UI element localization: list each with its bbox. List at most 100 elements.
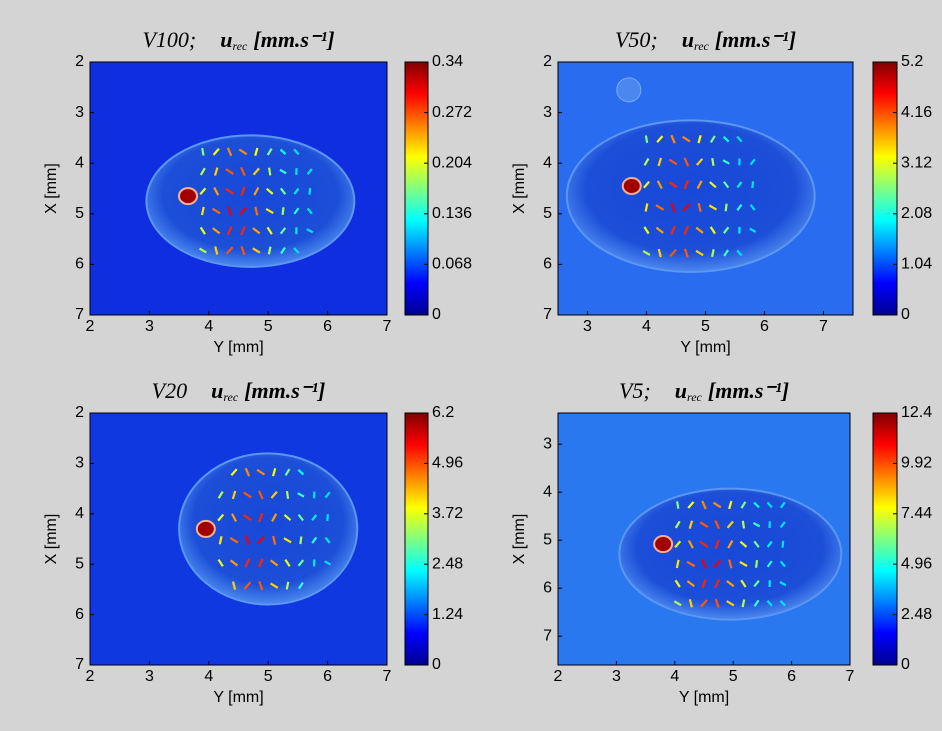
velocity-vector bbox=[780, 501, 786, 509]
velocity-vector bbox=[306, 168, 313, 175]
velocity-vector bbox=[736, 181, 743, 189]
colorbar-tick-label: 4.16 bbox=[901, 104, 932, 121]
quantity-subscript: rec bbox=[694, 39, 710, 53]
x-tick-label: 7 bbox=[383, 318, 392, 335]
colorbar-tick-label: 4.96 bbox=[432, 455, 463, 472]
y-tick-label: 7 bbox=[75, 306, 84, 323]
droplet bbox=[178, 452, 359, 606]
velocity-vector bbox=[711, 248, 715, 258]
x-tick-label: 7 bbox=[819, 318, 828, 335]
x-tick-label: 2 bbox=[86, 668, 95, 685]
velocity-vector bbox=[231, 581, 237, 590]
velocity-vector bbox=[728, 500, 733, 510]
colorbar-tick-label: 6.2 bbox=[432, 404, 454, 421]
velocity-vector bbox=[240, 226, 246, 236]
field-image bbox=[90, 413, 387, 665]
velocity-vector bbox=[699, 540, 709, 548]
y-tick-label: 4 bbox=[543, 483, 552, 500]
velocity-vector bbox=[686, 580, 695, 588]
velocity-vector bbox=[697, 134, 702, 144]
velocity-vector bbox=[751, 181, 755, 189]
velocity-vector bbox=[714, 598, 720, 608]
quantity: u bbox=[682, 27, 694, 52]
velocity-vector bbox=[695, 226, 704, 234]
velocity-vector bbox=[265, 208, 274, 215]
y-tick-label: 5 bbox=[75, 205, 84, 222]
x-tick-label: 7 bbox=[846, 668, 855, 685]
velocity-vector bbox=[686, 560, 696, 568]
velocity-vector bbox=[297, 492, 305, 498]
x-axis-label: Y [mm] bbox=[213, 339, 263, 356]
velocity-vector bbox=[271, 468, 277, 477]
field-image bbox=[558, 413, 850, 665]
velocity-vector bbox=[297, 559, 305, 567]
velocity-vector bbox=[256, 468, 266, 476]
title-label: V20 bbox=[152, 378, 187, 403]
x-tick-label: 2 bbox=[554, 668, 563, 685]
y-tick-label: 2 bbox=[75, 53, 84, 70]
velocity-vector bbox=[766, 501, 773, 509]
velocity-vector bbox=[711, 157, 715, 166]
y-tick-label: 6 bbox=[75, 256, 84, 273]
axes-frame bbox=[89, 412, 388, 666]
velocity-vector bbox=[293, 148, 300, 156]
velocity-vector bbox=[252, 227, 261, 235]
velocity-vector bbox=[254, 147, 259, 157]
y-tick-label: 7 bbox=[543, 627, 552, 644]
velocity-vector bbox=[284, 558, 291, 567]
quantity-subscript: rec bbox=[687, 390, 703, 404]
velocity-vector bbox=[643, 180, 650, 189]
velocity-vector bbox=[217, 513, 225, 522]
x-tick-label: 5 bbox=[264, 318, 273, 335]
velocity-vector bbox=[265, 187, 274, 195]
droplet bbox=[618, 487, 843, 621]
velocity-vector bbox=[225, 187, 234, 195]
subplot: 3 4 5 6 7 2 3 4 5 6 7 Y [mm] X [mm] V50; urec [mm.s⁻¹] 0… bbox=[511, 27, 932, 356]
velocity-vector bbox=[753, 580, 760, 588]
x-tick-label: 5 bbox=[701, 318, 710, 335]
bubble bbox=[616, 77, 642, 103]
velocity-vector bbox=[238, 148, 248, 156]
title-label: V100; bbox=[142, 27, 196, 52]
velocity-vector bbox=[281, 207, 285, 215]
velocity-vector bbox=[308, 187, 312, 195]
velocity-vector bbox=[727, 539, 734, 549]
velocity-vector bbox=[297, 469, 305, 476]
x-tick-label: 4 bbox=[670, 668, 679, 685]
colorbar-tick-label: 1.04 bbox=[901, 256, 932, 273]
colorbar-tick-label: 2.48 bbox=[901, 606, 932, 623]
velocity-vector bbox=[701, 559, 707, 569]
quantity: u bbox=[675, 378, 687, 403]
velocity-vector bbox=[668, 158, 678, 166]
velocity-vector bbox=[728, 559, 733, 569]
quantity: u bbox=[220, 27, 232, 52]
velocity-vector bbox=[749, 158, 756, 166]
subplot-title: V20 urec [mm.s⁻¹] bbox=[152, 378, 326, 404]
velocity-vector bbox=[683, 248, 689, 258]
velocity-vector bbox=[326, 514, 330, 522]
velocity-vector bbox=[324, 491, 331, 499]
velocity-vector bbox=[701, 500, 707, 510]
velocity-vector bbox=[299, 536, 303, 545]
velocity-vector bbox=[306, 207, 313, 215]
velocity-vector bbox=[656, 180, 663, 190]
field-image bbox=[90, 62, 387, 315]
y-axis-label: X [mm] bbox=[511, 514, 528, 565]
x-tick-label: 6 bbox=[323, 318, 332, 335]
velocity-vector bbox=[225, 168, 234, 175]
velocity-vector bbox=[674, 520, 681, 529]
velocity-vector bbox=[212, 148, 220, 156]
velocity-vector bbox=[723, 249, 730, 257]
velocity-vector bbox=[726, 520, 734, 529]
velocity-vector bbox=[709, 226, 716, 235]
velocity-vector bbox=[229, 537, 239, 544]
velocity-vector bbox=[657, 157, 663, 167]
velocity-vector bbox=[280, 246, 286, 255]
velocity-vector bbox=[696, 158, 704, 166]
velocity-vector bbox=[722, 135, 730, 143]
x-tick-label: 3 bbox=[145, 318, 154, 335]
quantity-subscript: rec bbox=[232, 39, 248, 53]
